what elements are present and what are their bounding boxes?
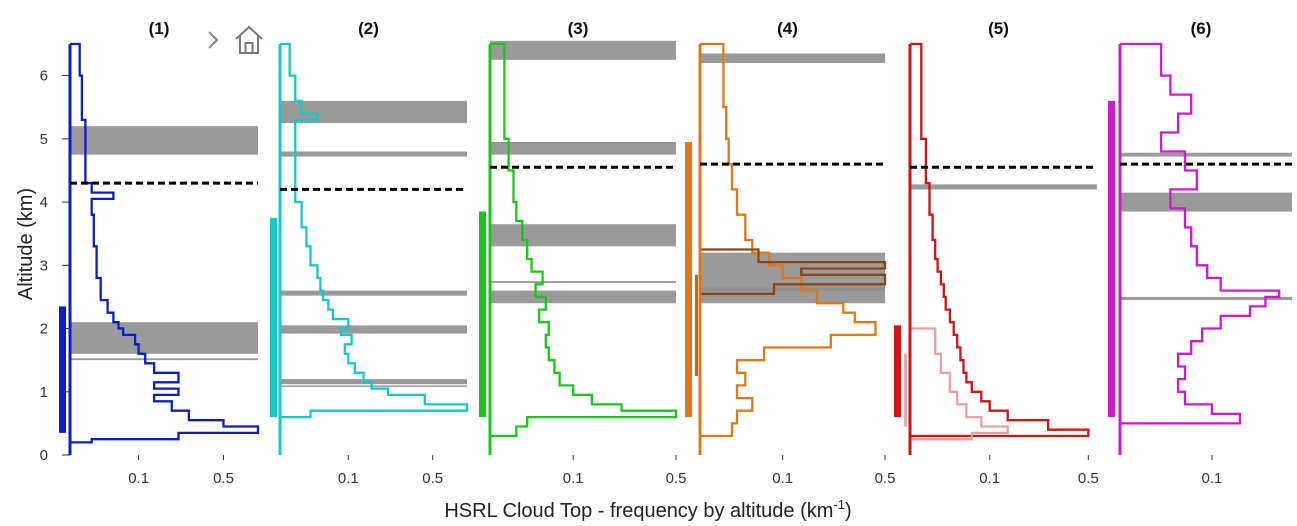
y-tick-label: 2	[40, 321, 48, 338]
figure-toolbar	[205, 22, 265, 58]
x-tick-label: 0.1	[979, 470, 1000, 487]
y-tick-label: 4	[40, 194, 48, 211]
y-tick-label: 3	[40, 257, 48, 274]
panel-2: (2) 0.1 0.5	[270, 19, 469, 487]
cloud-layer-band	[700, 287, 885, 291]
panel-3: (3) 0.1 0.5	[479, 19, 686, 487]
cloud-layer-band	[490, 281, 676, 284]
x-tick-label: 0.1	[128, 470, 149, 487]
y-tick-label: 5	[40, 131, 48, 148]
x-tick-label: 0.1	[1202, 470, 1223, 487]
range-bar	[479, 211, 486, 418]
range-bar	[685, 142, 692, 418]
x-tick-label: 0.5	[213, 470, 234, 487]
panel-title: (1)	[149, 19, 170, 38]
panel-4: (4) 0.1 0.5	[685, 19, 895, 487]
panel-title: (2)	[358, 19, 379, 38]
range-bar	[59, 306, 66, 433]
panel-5: (5) 0.1 0.5	[894, 19, 1099, 487]
cloud-layer-band	[70, 322, 258, 354]
x-tick-label: 0.1	[772, 470, 793, 487]
panel-title: (4)	[777, 19, 798, 38]
panel-1: (1) 0.1 0.5	[59, 19, 260, 487]
panel-title: (3)	[568, 19, 589, 38]
x-tick-label: 0.5	[1078, 470, 1099, 487]
cloud-layer-band	[910, 184, 1097, 190]
cloud-layer-band	[1120, 152, 1292, 157]
panel-6: (6) 0.1	[1108, 19, 1292, 487]
range-bar	[894, 325, 901, 418]
secondary-profile	[908, 327, 1009, 455]
cloud-layer-band	[280, 379, 467, 385]
cloud-layer-band	[280, 325, 467, 334]
y-axis-label: Altitude (km)	[15, 188, 37, 300]
cloud-layer-band	[280, 100, 467, 124]
cloud-layer-band	[490, 224, 676, 247]
panel-title: (6)	[1191, 19, 1212, 38]
y-tick-label: 0	[40, 447, 48, 464]
cloud-layer-band	[1120, 296, 1292, 301]
frequency-profile	[68, 42, 260, 452]
x-tick-label: 0.1	[338, 470, 359, 487]
y-tick-label: 6	[40, 68, 48, 85]
frequency-profile	[488, 42, 678, 452]
x-tick-label: 0.1	[563, 470, 584, 487]
frequency-profile	[698, 42, 877, 449]
cloud-layer-band	[490, 142, 676, 155]
x-tick-label: 0.5	[875, 470, 896, 487]
panels: (1) 0.1 0.5 (2) 0.1 0.5 (3) 0.1 0.5 (4) 0.1 0.5 (5) 0…	[59, 19, 1292, 487]
cloud-layer-band	[490, 40, 676, 60]
x-axis-label-main: HSRL Cloud Top - frequency by altitude (…	[444, 500, 833, 522]
x-axis-label-tail: )	[845, 500, 852, 522]
home-icon[interactable]	[233, 24, 265, 56]
y-axis: 0 1 2 3 4 5 6	[40, 68, 70, 464]
cloud-layer-band	[280, 385, 467, 387]
panel-title: (5)	[988, 19, 1009, 38]
secondary-profile	[698, 248, 887, 304]
x-tick-label: 0.5	[666, 470, 687, 487]
secondary-range-bar	[904, 353, 907, 427]
y-tick-label: 1	[40, 384, 48, 401]
range-bar	[270, 217, 277, 418]
frequency-profile	[278, 42, 469, 455]
cloud-layer-band	[280, 290, 467, 296]
cloud-layer-band	[70, 358, 258, 361]
range-bar	[1108, 100, 1115, 418]
x-tick-label: 0.5	[422, 470, 443, 487]
cloud-layer-band	[280, 151, 467, 157]
chevron-right-icon[interactable]	[205, 27, 221, 53]
secondary-range-bar	[695, 274, 698, 376]
cloud-layer-band	[70, 126, 258, 155]
frequency-profile	[908, 42, 1090, 449]
x-axis-label: HSRL Cloud Top - frequency by altitude (…	[444, 497, 851, 522]
cloud-layer-band	[490, 290, 676, 304]
cloud-layer-band	[700, 53, 885, 63]
x-axis-label-superscript: -1	[833, 497, 845, 512]
frequency-profile	[1118, 42, 1281, 436]
cloud-layer-band	[1120, 192, 1292, 212]
